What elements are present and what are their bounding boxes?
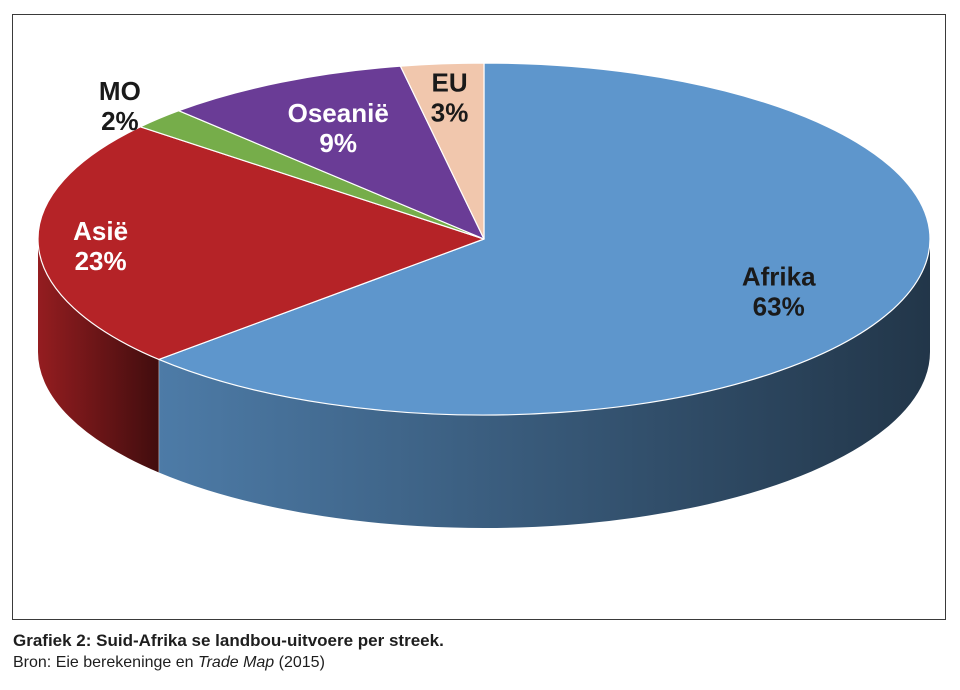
- slice-value-mo: 2%: [101, 106, 139, 136]
- pie-side-asië: [38, 239, 159, 473]
- source-suffix: (2015): [274, 654, 325, 671]
- chart-caption-source: Bron: Eie berekeninge en Trade Map (2015…: [13, 652, 943, 674]
- pie-slice-eu: [399, 62, 485, 240]
- slice-value-afrika: 63%: [753, 291, 805, 321]
- pie-side-walls: [38, 239, 930, 528]
- chart-caption-title: Grafiek 2: Suid-Afrika se landbou-uitvoe…: [13, 631, 444, 650]
- source-italic: Trade Map: [198, 654, 275, 671]
- pie-top-faces: [37, 62, 931, 416]
- slice-value-oseanië: 9%: [319, 128, 357, 158]
- pie-slice-asië: [37, 126, 485, 361]
- pie-slice-afrika: [158, 62, 931, 416]
- slice-value-eu: 3%: [431, 97, 469, 127]
- slice-label-eu: EU: [432, 67, 468, 97]
- source-prefix: Bron: Eie berekeninge en: [13, 654, 199, 671]
- pie-side-afrika: [158, 239, 930, 528]
- slice-label-asië: Asië: [73, 216, 128, 246]
- slice-value-asië: 23%: [75, 246, 127, 276]
- pie-slice-oseanië: [178, 65, 485, 240]
- slice-label-mo: MO: [99, 76, 141, 106]
- caption: Grafiek 2: Suid-Afrika se landbou-uitvoe…: [13, 630, 943, 674]
- chart-frame: Afrika 63% Asië 23% MO 2% Oseanië 9% EU 3%: [12, 14, 946, 620]
- slice-label-oseanië: Oseanië: [288, 98, 389, 128]
- slice-label-afrika: Afrika: [742, 261, 816, 291]
